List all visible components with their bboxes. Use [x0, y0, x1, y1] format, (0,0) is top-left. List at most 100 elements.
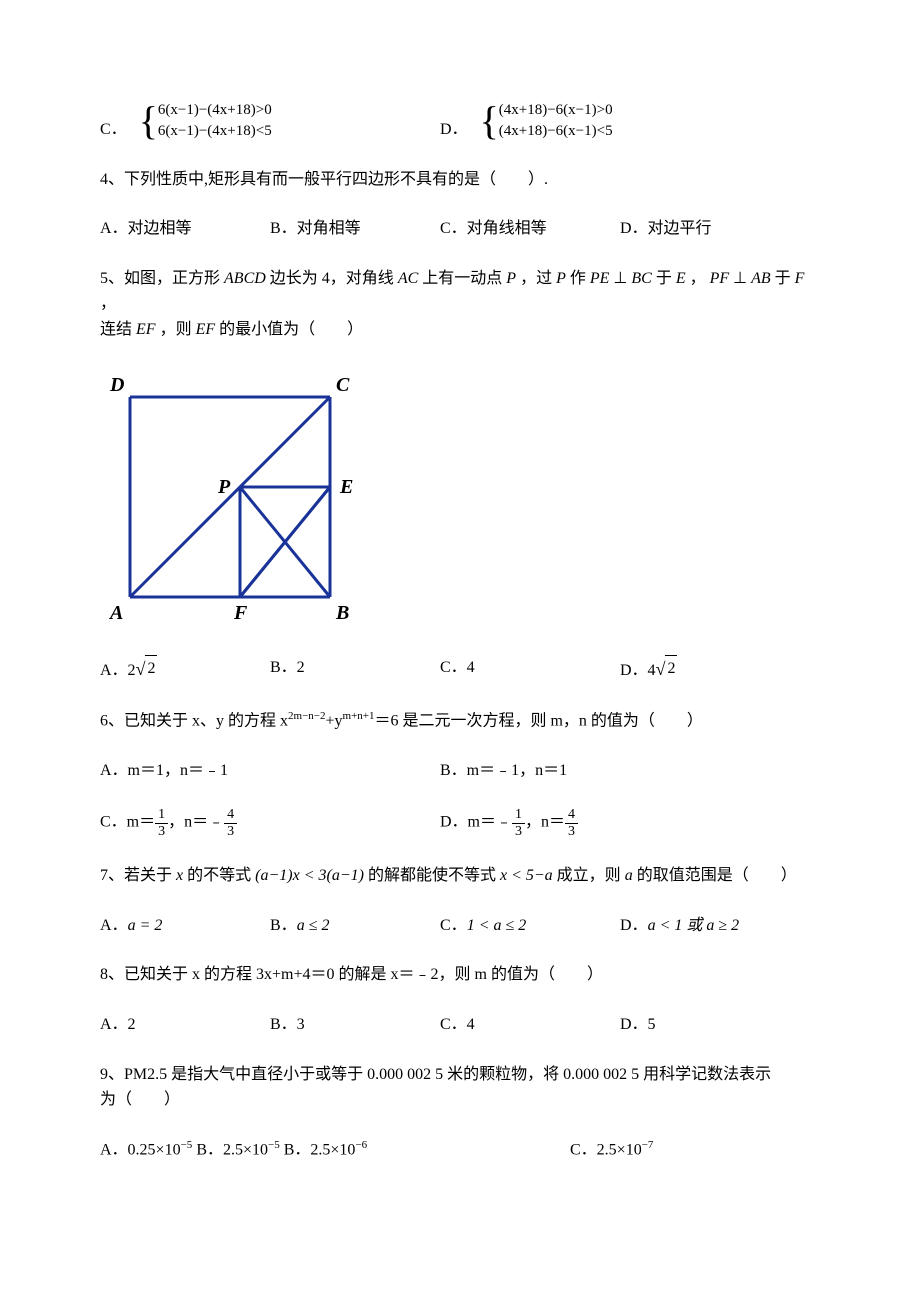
q6-pre: 6、已知关于 x、y 的方程 x	[100, 712, 288, 729]
opt-expr: a ≤ 2	[297, 917, 330, 934]
q7-pre: 7、若关于	[100, 867, 172, 884]
q7-option-c: C．1 < a ≤ 2	[440, 913, 620, 939]
q6-c-pre: C．m＝	[100, 814, 155, 831]
q9-a-pre: A．0.25×10	[100, 1141, 181, 1158]
q5-diagram: ABCDPEF	[100, 367, 820, 636]
frac-den: 3	[224, 824, 237, 839]
q3-option-c: C． { 6(x−1)−(4x+18)>0 6(x−1)−(4x+18)<5	[100, 100, 440, 143]
system-lines: (4x+18)−6(x−1)>0 (4x+18)−6(x−1)<5	[499, 100, 613, 142]
q9-option-c: C．2.5×10−7	[570, 1137, 653, 1163]
q6-d-pre: D．m＝﹣	[440, 814, 512, 831]
q9-options: A．0.25×10−5 B．2.5×10−5 B．2.5×10−6 C．2.5×…	[100, 1137, 820, 1163]
q8-text: 8、已知关于 x 的方程 3x+m+4＝0 的解是 x＝﹣2，则 m 的值为（ …	[100, 962, 820, 988]
q9-b-exp: −5	[268, 1139, 280, 1151]
sqrt-arg: 2	[665, 655, 677, 682]
q7-x: x	[176, 867, 183, 884]
q7-a: a	[625, 867, 633, 884]
q5-p2: P	[556, 270, 566, 287]
q5-option-a: A．2√2	[100, 655, 270, 684]
q9-b-pre: B．2.5×10	[280, 1141, 356, 1158]
q5-bc: BC	[631, 270, 651, 287]
q6-exp1: 2m−n−2	[288, 710, 325, 722]
frac-num: 1	[512, 807, 525, 823]
q4-option-a: A．对边相等	[100, 216, 270, 242]
fraction: 43	[224, 807, 237, 839]
q5-f: F	[795, 270, 805, 287]
q7-end: 的取值范围是（ ）	[637, 867, 797, 884]
sqrt-icon: √2	[136, 655, 158, 684]
q6-c-mid: ，n＝﹣	[168, 814, 224, 831]
option-label-c: C．	[100, 121, 127, 138]
frac-num: 1	[155, 807, 168, 823]
q8-option-c: C．4	[440, 1012, 620, 1038]
opt-label: A．	[100, 917, 128, 934]
q8-option-a: A．2	[100, 1012, 270, 1038]
fraction: 13	[512, 807, 525, 839]
q3-option-d: D． { (4x+18)−6(x−1)>0 (4x+18)−6(x−1)<5	[440, 100, 613, 143]
opt-label: D．	[620, 917, 648, 934]
system-lines: 6(x−1)−(4x+18)>0 6(x−1)−(4x+18)<5	[158, 100, 272, 142]
q7-mid3: 成立，则	[557, 867, 621, 884]
q5-e: E	[676, 270, 686, 287]
opt-label: C．	[440, 917, 467, 934]
q9-text: 9、PM2.5 是指大气中直径小于或等于 0.000 002 5 米的颗粒物，将…	[100, 1062, 820, 1113]
system-brace: { (4x+18)−6(x−1)>0 (4x+18)−6(x−1)<5	[480, 100, 613, 142]
q6-options-cd: C．m＝13，n＝﹣43 D．m＝﹣13，n＝43	[100, 807, 820, 839]
q6-text: 6、已知关于 x、y 的方程 x2m−n−2+ym+n+1＝6 是二元一次方程，…	[100, 708, 820, 734]
sys-line-2: 6(x−1)−(4x+18)<5	[158, 121, 272, 142]
q6-options-ab: A．m＝1，n＝﹣1 B．m＝﹣1，n＝1	[100, 758, 820, 784]
q6-end: ＝6 是二元一次方程，则 m，n 的值为（ ）	[374, 712, 702, 729]
fraction: 13	[155, 807, 168, 839]
q6-option-b: B．m＝﹣1，n＝1	[440, 758, 567, 784]
q5-mid3: ，过	[520, 270, 552, 287]
frac-den: 3	[512, 824, 525, 839]
q7-ineq1: (a−1)x < 3(a−1)	[255, 867, 364, 884]
q9-b2-exp: −6	[355, 1139, 367, 1151]
q8-options: A．2 B．3 C．4 D．5	[100, 1012, 820, 1038]
system-brace: { 6(x−1)−(4x+18)>0 6(x−1)−(4x+18)<5	[139, 100, 272, 142]
svg-text:C: C	[336, 374, 350, 396]
frac-den: 3	[155, 824, 168, 839]
svg-text:E: E	[339, 476, 353, 498]
q5-ef1: EF	[136, 321, 156, 338]
q6-exp2: m+n+1	[343, 710, 375, 722]
opt-expr: a < 1 或 a ≥ 2	[648, 917, 740, 934]
opt-expr: 1 < a ≤ 2	[467, 917, 527, 934]
q9-line2: 为（ ）	[100, 1091, 180, 1108]
svg-text:P: P	[217, 476, 231, 498]
q7-option-b: B．a ≤ 2	[270, 913, 440, 939]
q5-text: 5、如图，正方形 ABCD 边长为 4，对角线 AC 上有一动点 P ，过 P …	[100, 266, 820, 343]
left-brace-icon: {	[480, 101, 499, 141]
q8-option-b: B．3	[270, 1012, 440, 1038]
q5-mid4: 作	[570, 270, 586, 287]
q5-mid5: 于	[656, 270, 672, 287]
frac-den: 3	[565, 824, 578, 839]
q4-option-b: B．对角相等	[270, 216, 440, 242]
q7-ineq2: x < 5−a	[500, 867, 553, 884]
q5-mid6: ，	[690, 270, 706, 287]
q5-option-d: D．4√2	[620, 655, 677, 684]
q5-comma: ，	[100, 295, 116, 312]
q5-pf: PF	[710, 270, 730, 287]
q5-p: P	[506, 270, 516, 287]
q9-c-pre: C．2.5×10	[570, 1141, 642, 1158]
q5-option-b: B．2	[270, 655, 440, 684]
q9-ab-sep: B．2.5×10	[192, 1141, 268, 1158]
frac-num: 4	[224, 807, 237, 823]
q5-mid1: 边长为 4，对角线	[270, 270, 394, 287]
q3-options-cd: C． { 6(x−1)−(4x+18)>0 6(x−1)−(4x+18)<5 D…	[100, 100, 820, 143]
opt-label: B．	[270, 917, 297, 934]
sys-line-2: (4x+18)−6(x−1)<5	[499, 121, 613, 142]
left-brace-icon: {	[139, 101, 158, 141]
q6-option-d: D．m＝﹣13，n＝43	[440, 807, 578, 839]
fraction: 43	[565, 807, 578, 839]
q5-ab: AB	[751, 270, 771, 287]
q4-option-c: C．对角线相等	[440, 216, 620, 242]
q5-ac: AC	[398, 270, 418, 287]
square-diagram-svg: ABCDPEF	[100, 367, 360, 627]
q4-option-d: D．对边平行	[620, 216, 712, 242]
svg-text:B: B	[335, 602, 349, 624]
q5-abcd: ABCD	[224, 270, 266, 287]
sqrt-arg: 2	[145, 655, 157, 682]
q5-options: A．2√2 B．2 C．4 D．4√2	[100, 655, 820, 684]
